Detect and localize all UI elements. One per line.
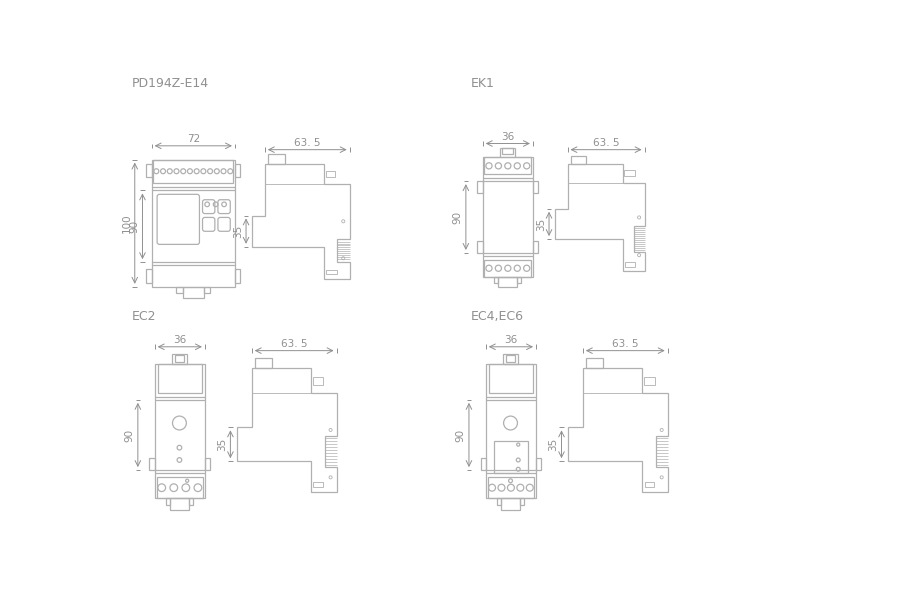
Bar — [644, 482, 653, 487]
Bar — [326, 270, 337, 274]
Text: EC4,EC6: EC4,EC6 — [471, 310, 524, 323]
Bar — [482, 157, 533, 277]
Bar — [481, 458, 486, 470]
Text: PD194Z-E14: PD194Z-E14 — [131, 76, 209, 89]
Bar — [204, 287, 211, 293]
Text: 36: 36 — [504, 335, 518, 345]
Bar — [189, 499, 194, 506]
Text: 35: 35 — [548, 438, 558, 451]
Bar — [499, 277, 517, 288]
Bar — [533, 241, 538, 253]
Bar — [626, 263, 634, 267]
Bar — [149, 458, 155, 470]
Bar — [533, 181, 538, 193]
Bar — [493, 277, 499, 283]
Text: 90: 90 — [456, 428, 466, 441]
Bar — [571, 156, 586, 163]
Text: 35: 35 — [233, 225, 243, 237]
Bar — [147, 269, 152, 283]
Text: 100: 100 — [122, 214, 131, 233]
Bar — [497, 499, 501, 506]
Bar — [625, 170, 635, 176]
Text: EC2: EC2 — [131, 310, 157, 323]
Bar — [153, 160, 233, 183]
Text: 63. 5: 63. 5 — [281, 339, 308, 349]
Bar — [205, 458, 211, 470]
Bar — [175, 355, 184, 362]
Bar — [477, 241, 482, 253]
Bar — [170, 499, 189, 510]
Bar — [489, 364, 533, 393]
Bar — [484, 157, 531, 174]
Bar — [255, 359, 272, 368]
Text: 72: 72 — [186, 134, 200, 144]
Bar — [536, 458, 541, 470]
Bar — [172, 354, 187, 364]
Bar — [326, 171, 335, 177]
Bar — [501, 499, 520, 510]
Bar — [183, 287, 204, 298]
Bar — [486, 364, 536, 499]
Bar — [493, 441, 528, 473]
Bar — [586, 359, 603, 368]
Bar — [506, 355, 515, 362]
Text: 36: 36 — [501, 132, 515, 142]
Text: 35: 35 — [536, 217, 546, 231]
Text: 36: 36 — [173, 335, 186, 345]
Bar — [488, 477, 534, 499]
Text: 90: 90 — [453, 211, 463, 223]
Text: 35: 35 — [217, 438, 228, 451]
Bar — [155, 364, 205, 499]
Text: EK1: EK1 — [471, 76, 494, 89]
Bar — [644, 378, 654, 385]
Bar — [235, 269, 240, 283]
Text: 63. 5: 63. 5 — [593, 138, 619, 148]
Bar — [313, 482, 322, 487]
Bar — [176, 287, 183, 293]
Bar — [158, 364, 202, 393]
Bar — [312, 378, 323, 385]
Bar — [520, 499, 525, 506]
Bar — [502, 148, 513, 154]
Bar — [235, 163, 240, 177]
Bar — [268, 154, 285, 163]
Text: 90: 90 — [130, 220, 140, 233]
Text: 63. 5: 63. 5 — [612, 339, 638, 349]
Bar — [484, 259, 531, 277]
Text: 90: 90 — [125, 428, 135, 441]
Bar — [477, 181, 482, 193]
Bar — [147, 163, 152, 177]
Bar — [503, 354, 518, 364]
Bar — [158, 477, 202, 499]
Bar — [152, 160, 235, 287]
Bar — [166, 499, 170, 506]
Bar — [517, 277, 521, 283]
Text: 63. 5: 63. 5 — [294, 138, 320, 148]
